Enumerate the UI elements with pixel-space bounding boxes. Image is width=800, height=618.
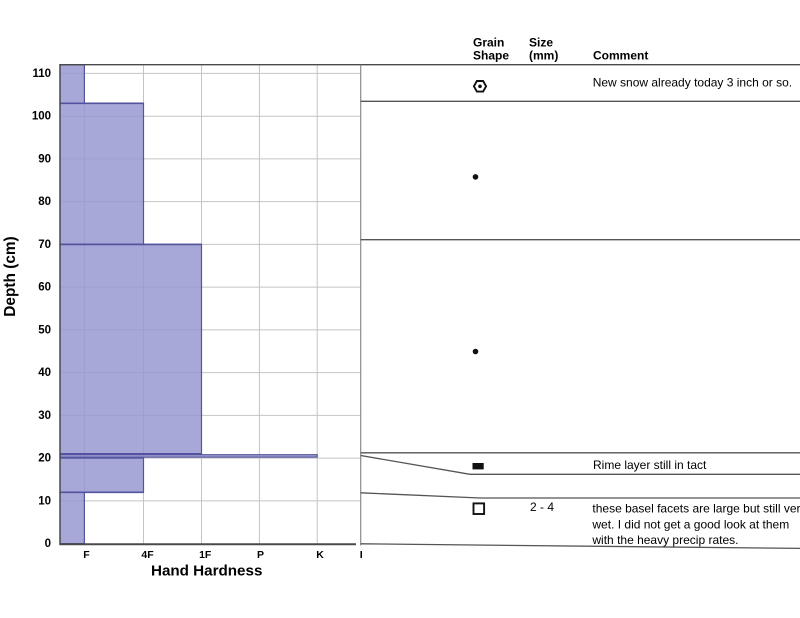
svg-text:1F: 1F — [199, 549, 212, 561]
svg-text:2 - 4: 2 - 4 — [530, 500, 554, 514]
svg-text:60: 60 — [38, 282, 51, 294]
svg-text:40: 40 — [38, 367, 51, 379]
svg-text:90: 90 — [38, 153, 51, 165]
svg-text:wet. I did not get a good look: wet. I did not get a good look at them — [591, 517, 789, 531]
svg-text:these basel facets are large b: these basel facets are large but still v… — [592, 502, 800, 516]
svg-text:P: P — [257, 549, 264, 561]
svg-text:Depth (cm): Depth (cm) — [2, 236, 19, 316]
svg-text:110: 110 — [32, 68, 51, 80]
svg-text:Grain: Grain — [473, 35, 504, 49]
svg-text:Comment: Comment — [593, 48, 648, 62]
svg-text:I: I — [360, 549, 363, 561]
svg-text:F: F — [83, 549, 90, 561]
svg-text:80: 80 — [38, 196, 51, 208]
svg-text:(mm): (mm) — [529, 48, 558, 62]
svg-text:20: 20 — [38, 453, 51, 465]
svg-text:100: 100 — [32, 111, 51, 123]
svg-text:Shape: Shape — [473, 48, 509, 62]
svg-text:70: 70 — [38, 239, 51, 251]
svg-text:Rime layer still in tact: Rime layer still in tact — [593, 458, 707, 472]
svg-text:Size: Size — [529, 35, 553, 49]
svg-text:Hand Hardness: Hand Hardness — [151, 563, 262, 580]
svg-text:New snow already today 3 inch: New snow already today 3 inch or so. — [593, 75, 792, 89]
svg-text:with the heavy precip rates.: with the heavy precip rates. — [591, 533, 738, 547]
svg-text:10: 10 — [38, 495, 51, 507]
svg-text:0: 0 — [45, 538, 51, 550]
svg-text:4F: 4F — [141, 549, 154, 561]
svg-text:50: 50 — [38, 324, 51, 336]
svg-text:30: 30 — [38, 410, 51, 422]
svg-text:K: K — [316, 549, 324, 561]
